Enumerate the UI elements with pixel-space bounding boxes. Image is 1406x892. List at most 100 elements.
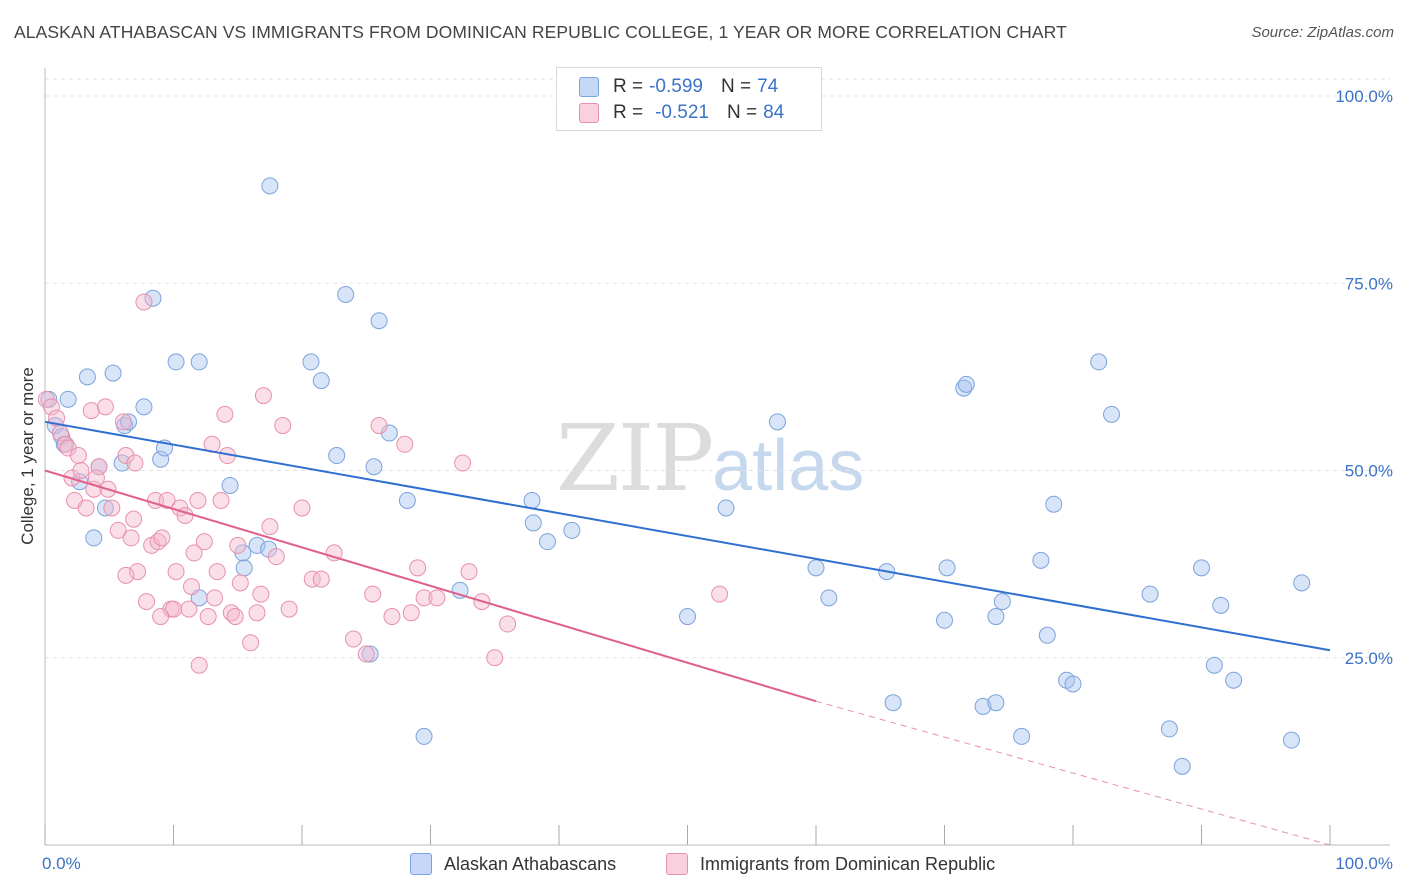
point-athabascan bbox=[563, 521, 581, 539]
point-dominican bbox=[208, 563, 226, 581]
point-athabascan bbox=[936, 611, 953, 629]
point-athabascan bbox=[820, 589, 838, 607]
watermark-zip: ZIP bbox=[556, 405, 714, 512]
point-athabascan bbox=[987, 694, 1005, 712]
legend-n-label: N = bbox=[720, 76, 752, 97]
point-dominican bbox=[69, 447, 87, 465]
point-dominican bbox=[460, 563, 478, 581]
point-athabascan bbox=[1103, 405, 1121, 423]
point-athabascan bbox=[938, 559, 956, 577]
point-athabascan bbox=[1064, 675, 1082, 693]
point-dominican bbox=[135, 293, 153, 311]
point-athabascan bbox=[370, 312, 388, 330]
point-dominican bbox=[312, 570, 330, 588]
y-tick-label: 100.0% bbox=[1335, 87, 1393, 106]
point-athabascan bbox=[361, 645, 379, 663]
point-athabascan bbox=[104, 364, 122, 382]
point-athabascan bbox=[679, 608, 696, 626]
point-dominican bbox=[125, 510, 143, 528]
legend-row-dominican: R = -0.521 N = 84 bbox=[579, 101, 784, 125]
point-dominican bbox=[409, 559, 427, 577]
source-label: Source: ZipAtlas.com bbox=[1251, 24, 1394, 41]
point-athabascan bbox=[235, 559, 253, 577]
tick-labels: 25.0% 50.0% 75.0% 100.0% 0.0% 100.0% bbox=[42, 87, 1393, 873]
correlation-legend: R = -0.599 N = 74 R = -0.521 N = 84 bbox=[556, 67, 822, 131]
point-athabascan bbox=[415, 727, 433, 745]
point-athabascan bbox=[1032, 551, 1050, 569]
point-athabascan bbox=[1090, 353, 1108, 371]
point-athabascan bbox=[884, 694, 902, 712]
legend-n-label: N = bbox=[726, 102, 758, 123]
point-athabascan bbox=[144, 289, 162, 307]
legend-r-label: R = bbox=[613, 76, 644, 97]
point-athabascan bbox=[993, 593, 1011, 611]
point-athabascan bbox=[1160, 720, 1178, 738]
point-dominican bbox=[103, 499, 121, 517]
point-dominican bbox=[117, 566, 135, 584]
point-athabascan bbox=[78, 368, 96, 386]
point-athabascan bbox=[261, 177, 279, 195]
point-dominican bbox=[229, 536, 247, 554]
point-dominican bbox=[293, 499, 311, 517]
point-athabascan bbox=[312, 372, 330, 390]
point-dominican bbox=[114, 413, 132, 431]
point-dominican bbox=[189, 491, 207, 509]
point-dominican bbox=[90, 458, 108, 476]
point-dominican bbox=[274, 417, 292, 435]
data-points bbox=[37, 177, 1311, 775]
y-tick-label: 25.0% bbox=[1345, 649, 1393, 668]
point-athabascan bbox=[807, 559, 825, 577]
point-athabascan bbox=[1212, 596, 1230, 614]
point-dominican bbox=[454, 454, 472, 472]
watermark-atlas: atlas bbox=[712, 426, 865, 506]
point-athabascan bbox=[120, 413, 138, 431]
point-dominican bbox=[109, 521, 127, 539]
point-dominican bbox=[182, 578, 200, 596]
point-dominican bbox=[212, 491, 230, 509]
watermark: ZIPatlas bbox=[556, 405, 864, 512]
point-dominican bbox=[85, 480, 103, 498]
point-dominican bbox=[96, 398, 114, 416]
x-tick-label: 100.0% bbox=[1335, 854, 1393, 873]
legend-r-value: -0.521 bbox=[655, 102, 709, 123]
point-dominican bbox=[415, 589, 433, 607]
legend-n-value: 74 bbox=[757, 76, 779, 97]
point-athabascan bbox=[1225, 671, 1243, 689]
point-dominican bbox=[267, 548, 285, 566]
point-dominican bbox=[206, 589, 224, 607]
bottom-legend-dominican: Immigrants from Dominican Republic bbox=[666, 852, 995, 876]
point-athabascan bbox=[1141, 585, 1159, 603]
point-athabascan bbox=[398, 491, 416, 509]
legend-series-name: Alaskan Athabascans bbox=[444, 853, 617, 874]
point-dominican bbox=[254, 387, 272, 405]
trend-lines bbox=[44, 420, 1331, 846]
point-dominican bbox=[242, 634, 260, 652]
legend-swatch-pink bbox=[666, 853, 688, 875]
point-athabascan bbox=[523, 491, 541, 509]
point-athabascan bbox=[717, 499, 735, 517]
point-athabascan bbox=[768, 413, 786, 431]
legend-row-athabascan: R = -0.599 N = 74 bbox=[579, 75, 778, 99]
point-dominican bbox=[711, 585, 729, 603]
point-dominican bbox=[325, 544, 343, 562]
legend-swatch-blue bbox=[410, 853, 432, 875]
legend-r-label: R = bbox=[613, 102, 644, 123]
point-dominican bbox=[158, 491, 176, 509]
point-dominican bbox=[344, 630, 362, 648]
point-dominican bbox=[486, 649, 504, 667]
point-dominican bbox=[167, 563, 185, 581]
axes bbox=[44, 68, 1390, 846]
point-dominican bbox=[402, 604, 420, 622]
point-athabascan bbox=[1205, 656, 1223, 674]
point-athabascan bbox=[1293, 574, 1311, 592]
point-athabascan bbox=[328, 447, 346, 465]
point-dominican bbox=[231, 574, 249, 592]
point-dominican bbox=[370, 417, 388, 435]
point-dominican bbox=[428, 589, 446, 607]
point-athabascan bbox=[1173, 757, 1191, 775]
point-dominican bbox=[82, 402, 100, 420]
point-athabascan bbox=[337, 285, 355, 303]
trend-line-dominican bbox=[44, 469, 817, 703]
chart-title: ALASKAN ATHABASCAN VS IMMIGRANTS FROM DO… bbox=[14, 22, 1067, 42]
